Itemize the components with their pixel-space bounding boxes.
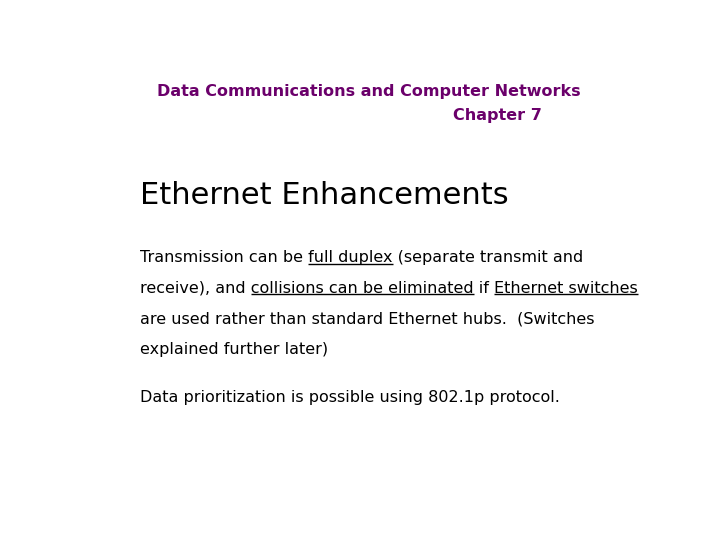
Text: Data prioritization is possible using 802.1p protocol.: Data prioritization is possible using 80… — [140, 389, 560, 404]
Text: Transmission can be full duplex (separate transmit and: Transmission can be full duplex (separat… — [140, 250, 583, 265]
Text: explained further later): explained further later) — [140, 342, 328, 357]
Text: Chapter 7: Chapter 7 — [453, 109, 541, 124]
Text: receive), and collisions can be eliminated if Ethernet switches: receive), and collisions can be eliminat… — [140, 281, 638, 295]
Text: Ethernet Enhancements: Ethernet Enhancements — [140, 181, 509, 210]
Text: are used rather than standard Ethernet hubs.  (Switches: are used rather than standard Ethernet h… — [140, 312, 595, 326]
Text: Data Communications and Computer Networks: Data Communications and Computer Network… — [157, 84, 581, 98]
